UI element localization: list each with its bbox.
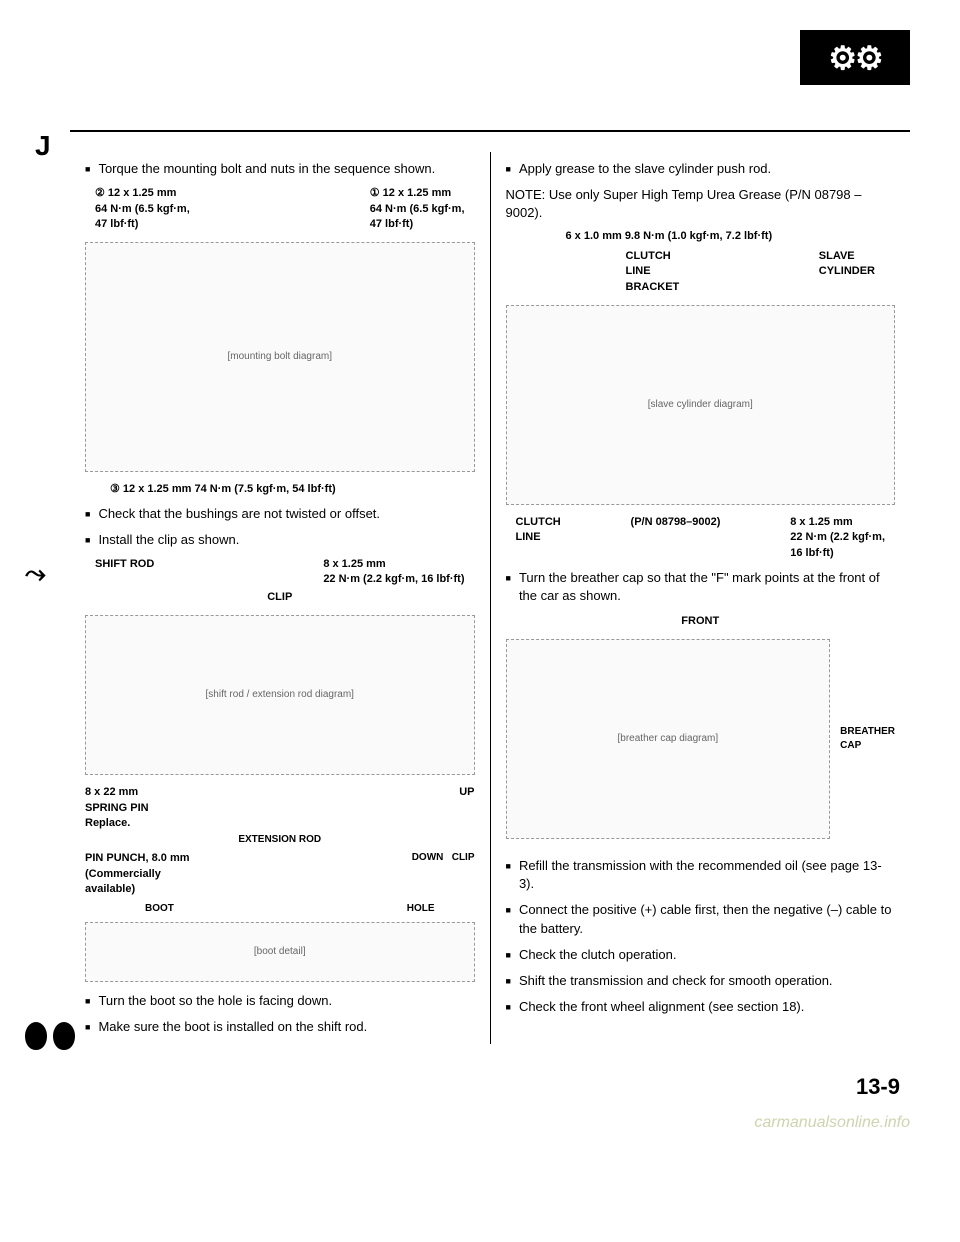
label-spring-pin: 8 x 22 mm SPRING PIN Replace. bbox=[85, 785, 149, 831]
bullet-text: Make sure the boot is installed on the s… bbox=[98, 1018, 474, 1036]
note-grease: NOTE: Use only Super High Temp Urea Grea… bbox=[506, 186, 896, 222]
torque-spec-6mm: 6 x 1.0 mm 9.8 N·m (1.0 kgf·m, 7.2 lbf·f… bbox=[566, 229, 896, 243]
gears-icon: ⚙⚙ bbox=[828, 39, 881, 77]
label-clutch-line-bracket: CLUTCH LINE BRACKET bbox=[626, 249, 680, 295]
watermark: carmanualsonline.info bbox=[754, 1114, 910, 1132]
label-shift-rod: SHIFT ROD bbox=[95, 557, 154, 588]
bullet-connect-cable: Connect the positive (+) cable first, th… bbox=[506, 901, 896, 937]
figure-placeholder: [shift rod / extension rod diagram] bbox=[206, 688, 354, 702]
page-number: 13-9 bbox=[70, 1074, 910, 1100]
figure-placeholder: [boot detail] bbox=[254, 945, 306, 959]
bullet-text: Torque the mounting bolt and nuts in the… bbox=[98, 160, 474, 178]
bullet-boot-installed: Make sure the boot is installed on the s… bbox=[85, 1018, 475, 1036]
bullet-alignment: Check the front wheel alignment (see sec… bbox=[506, 998, 896, 1016]
fig2-bottom-labels: BOOT HOLE bbox=[145, 902, 435, 916]
bullet-text: Turn the breather cap so that the "F" ma… bbox=[519, 569, 895, 605]
label-slave-cylinder: SLAVE CYLINDER bbox=[819, 249, 875, 295]
left-column: Torque the mounting bolt and nuts in the… bbox=[70, 152, 491, 1044]
bullet-text: Refill the transmission with the recomme… bbox=[519, 857, 895, 893]
bullet-shift-check: Shift the transmission and check for smo… bbox=[506, 972, 896, 990]
label-pin-punch: PIN PUNCH, 8.0 mm (Commercially availabl… bbox=[85, 851, 190, 897]
bullet-refill: Refill the transmission with the recomme… bbox=[506, 857, 896, 893]
header-logo: ⚙⚙ bbox=[800, 30, 910, 85]
label-extension-rod: EXTENSION ROD bbox=[85, 833, 475, 847]
header-rule bbox=[70, 130, 910, 132]
torque-spec-shift: 8 x 1.25 mm 22 N·m (2.2 kgf·m, 16 lbf·ft… bbox=[323, 557, 464, 588]
torque-spec-3: ③ 12 x 1.25 mm 74 N·m (7.5 kgf·m, 54 lbf… bbox=[110, 482, 475, 496]
fig1-top-labels: ② 12 x 1.25 mm 64 N·m (6.5 kgf·m, 47 lbf… bbox=[85, 186, 475, 232]
blob-icon bbox=[25, 1022, 47, 1050]
bullet-text: Check the front wheel alignment (see sec… bbox=[519, 998, 895, 1016]
figure-placeholder: [mounting bolt diagram] bbox=[227, 350, 332, 364]
torque-spec-1: ① 12 x 1.25 mm 64 N·m (6.5 kgf·m, 47 lbf… bbox=[370, 186, 465, 232]
torque-spec-2: ② 12 x 1.25 mm 64 N·m (6.5 kgf·m, 47 lbf… bbox=[95, 186, 190, 232]
bullet-apply-grease: Apply grease to the slave cylinder push … bbox=[506, 160, 896, 178]
label-boot: BOOT bbox=[145, 902, 174, 916]
label-breather-cap: BREATHER CAP bbox=[840, 725, 895, 753]
label-up: UP bbox=[459, 785, 474, 831]
bullet-text: Install the clip as shown. bbox=[98, 531, 474, 549]
fig2-top-labels: SHIFT ROD 8 x 1.25 mm 22 N·m (2.2 kgf·m,… bbox=[85, 557, 475, 588]
bullet-text: Check the clutch operation. bbox=[519, 946, 895, 964]
section-mark: J bbox=[35, 130, 51, 162]
figure-placeholder: [slave cylinder diagram] bbox=[648, 398, 753, 412]
bullet-text: Apply grease to the slave cylinder push … bbox=[519, 160, 895, 178]
bullet-install-clip: Install the clip as shown. bbox=[85, 531, 475, 549]
label-clutch-line: CLUTCH LINE bbox=[516, 515, 561, 561]
bullet-text: Turn the boot so the hole is facing down… bbox=[98, 992, 474, 1010]
label-hole: HOLE bbox=[407, 902, 435, 916]
bullet-text: Shift the transmission and check for smo… bbox=[519, 972, 895, 990]
bullet-breather-cap: Turn the breather cap so that the "F" ma… bbox=[506, 569, 896, 605]
fig1-upper-labels: CLUTCH LINE BRACKET SLAVE CYLINDER bbox=[506, 249, 896, 295]
figure-boot-detail: [boot detail] bbox=[85, 922, 475, 982]
bullet-torque: Torque the mounting bolt and nuts in the… bbox=[85, 160, 475, 178]
figure-shift-rod: [shift rod / extension rod diagram] bbox=[85, 615, 475, 775]
fig1-lower-labels: CLUTCH LINE (P/N 08798–9002) 8 x 1.25 mm… bbox=[506, 515, 896, 561]
label-clip: CLIP bbox=[85, 590, 475, 605]
bullet-turn-boot: Turn the boot so the hole is facing down… bbox=[85, 992, 475, 1010]
bullet-text: Connect the positive (+) cable first, th… bbox=[519, 901, 895, 937]
label-down: DOWN bbox=[412, 852, 444, 863]
fig2-lower-labels: PIN PUNCH, 8.0 mm (Commercially availabl… bbox=[85, 851, 475, 897]
figure-slave-cylinder: [slave cylinder diagram] bbox=[506, 305, 896, 505]
label-front: FRONT bbox=[506, 614, 896, 629]
label-part-number: (P/N 08798–9002) bbox=[631, 515, 721, 561]
bullet-bushings: Check that the bushings are not twisted … bbox=[85, 505, 475, 523]
right-column: Apply grease to the slave cylinder push … bbox=[491, 152, 911, 1044]
torque-spec-8mm: 8 x 1.25 mm 22 N·m (2.2 kgf·m, 16 lbf·ft… bbox=[790, 515, 885, 561]
bullet-check-clutch: Check the clutch operation. bbox=[506, 946, 896, 964]
label-clip2: CLIP bbox=[452, 852, 475, 863]
figure-mounting-bolts: [mounting bolt diagram] bbox=[85, 242, 475, 472]
figure-breather-cap: [breather cap diagram] bbox=[506, 639, 831, 839]
side-mark: ⤳ bbox=[25, 555, 46, 591]
fig2-mid-labels: 8 x 22 mm SPRING PIN Replace. UP bbox=[85, 785, 475, 831]
bullet-text: Check that the bushings are not twisted … bbox=[98, 505, 474, 523]
figure-placeholder: [breather cap diagram] bbox=[618, 732, 719, 746]
margin-marks bbox=[25, 1022, 75, 1050]
blob-icon bbox=[53, 1022, 75, 1050]
